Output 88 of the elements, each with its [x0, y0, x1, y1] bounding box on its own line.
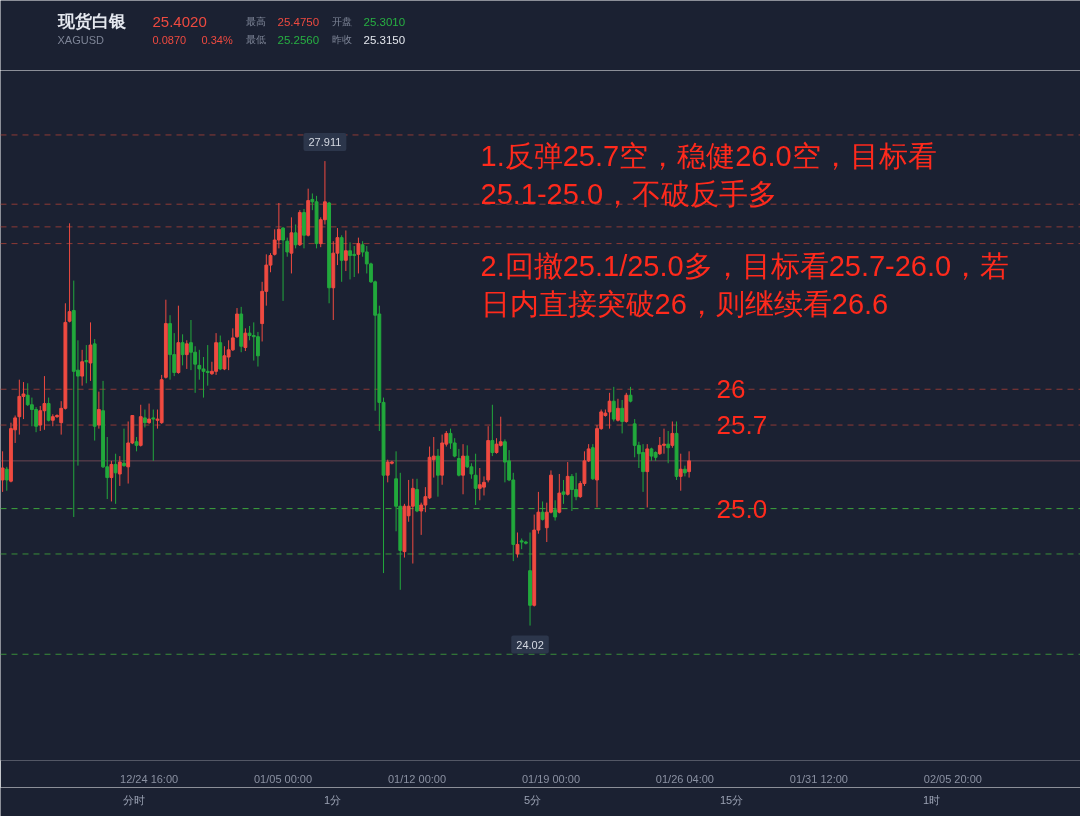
text: 昨收 — [331, 34, 352, 45]
text: 分时 — [122, 793, 145, 806]
x-tick-label: 01/12 00:00 — [387, 772, 447, 785]
candlestick — [490, 404, 495, 457]
candlestick — [302, 208, 306, 249]
candlestick — [289, 216, 294, 274]
candlestick — [678, 453, 683, 492]
candlestick — [436, 448, 440, 498]
x-tick-label: 02/05 20:00 — [923, 772, 982, 785]
candlestick — [151, 409, 156, 462]
candlestick — [117, 455, 122, 487]
candlestick — [607, 392, 612, 430]
text: 1分 — [323, 793, 342, 806]
candlestick — [561, 479, 566, 505]
candlestick — [569, 473, 574, 512]
candlestick — [122, 428, 126, 468]
candlestick — [339, 234, 344, 283]
text: 15分 — [719, 793, 744, 806]
text: 最低 — [245, 34, 266, 45]
ref-line-label: 25.0 — [716, 493, 768, 524]
candlestick — [42, 375, 47, 431]
candlestick — [109, 460, 114, 502]
candlestick — [415, 478, 419, 513]
candlestick — [96, 391, 101, 430]
candlestick — [477, 467, 482, 501]
candlestick — [113, 453, 118, 505]
ref-line-label: 26 — [716, 374, 746, 405]
text: 25.2560 — [277, 33, 320, 46]
candlestick — [184, 339, 189, 370]
ref-line-label: 25.7 — [716, 410, 768, 441]
candlestick — [293, 224, 298, 249]
annotation: 24.02 — [516, 638, 544, 651]
candlestick — [611, 386, 616, 422]
candlestick — [84, 344, 89, 384]
text: 最高 — [245, 16, 266, 27]
text: 0.34% — [201, 33, 233, 46]
x-tick-label: 01/19 00:00 — [521, 772, 581, 785]
chart-title: 现货白银 — [56, 12, 127, 31]
candlestick — [385, 459, 390, 483]
text: 25.4750 — [277, 15, 320, 28]
annotation: 2.回撤25.1/25.0多，目标看25.7-26.0，若日内直接突破26，则继续看26.6 — [480, 249, 1010, 320]
text: 25.3010 — [363, 15, 406, 28]
candlestick — [461, 443, 465, 495]
text: 开盘 — [331, 16, 352, 27]
candlestick — [147, 403, 152, 425]
x-tick-label: 01/05 00:00 — [254, 772, 313, 785]
candlestick — [180, 333, 185, 366]
chart-subtitle: XAGUSD — [57, 33, 105, 46]
candlestick — [473, 453, 478, 506]
candlestick — [235, 307, 239, 339]
text: 5分 — [523, 793, 542, 806]
annotation: 27.911 — [308, 136, 342, 149]
candlestick — [352, 245, 357, 278]
candlestick — [189, 319, 193, 371]
x-tick-label: 01/26 04:00 — [655, 772, 714, 785]
candlestick — [143, 409, 147, 428]
x-tick-label: 01/31 12:00 — [789, 772, 848, 785]
candlestick — [662, 428, 666, 455]
candlestick — [4, 466, 9, 492]
annotation: 1.反弹25.7空，稳健26.0空，目标看25.1-25.0，不破反手多 — [480, 139, 937, 210]
candlestick — [515, 531, 520, 559]
candlestick — [256, 331, 260, 368]
text: 25.4020 — [152, 12, 207, 30]
candlestick — [243, 327, 248, 352]
candlestick — [88, 321, 93, 382]
candlestick — [540, 500, 545, 522]
candlestick — [410, 478, 415, 565]
text: 25.3150 — [363, 33, 406, 46]
text: 0.0870 — [152, 33, 187, 46]
candlestick — [620, 399, 625, 434]
candlestick — [503, 438, 507, 483]
text: 1时 — [922, 793, 941, 806]
x-tick-label: 12/24 16:00 — [120, 772, 179, 785]
candlestick — [641, 443, 645, 493]
candlestick — [343, 229, 348, 272]
candlestick — [670, 420, 675, 449]
candlestick — [356, 237, 361, 274]
candlestick — [281, 226, 285, 302]
candlestick — [38, 405, 43, 432]
candlestick — [0, 450, 5, 493]
candlestick — [687, 450, 692, 479]
candlestick — [666, 430, 671, 464]
candlestick — [565, 461, 570, 496]
candlestick — [348, 241, 352, 280]
candlestick — [205, 344, 210, 387]
candlestick — [683, 465, 687, 477]
candlestick — [553, 499, 558, 522]
candlestick — [80, 349, 85, 387]
